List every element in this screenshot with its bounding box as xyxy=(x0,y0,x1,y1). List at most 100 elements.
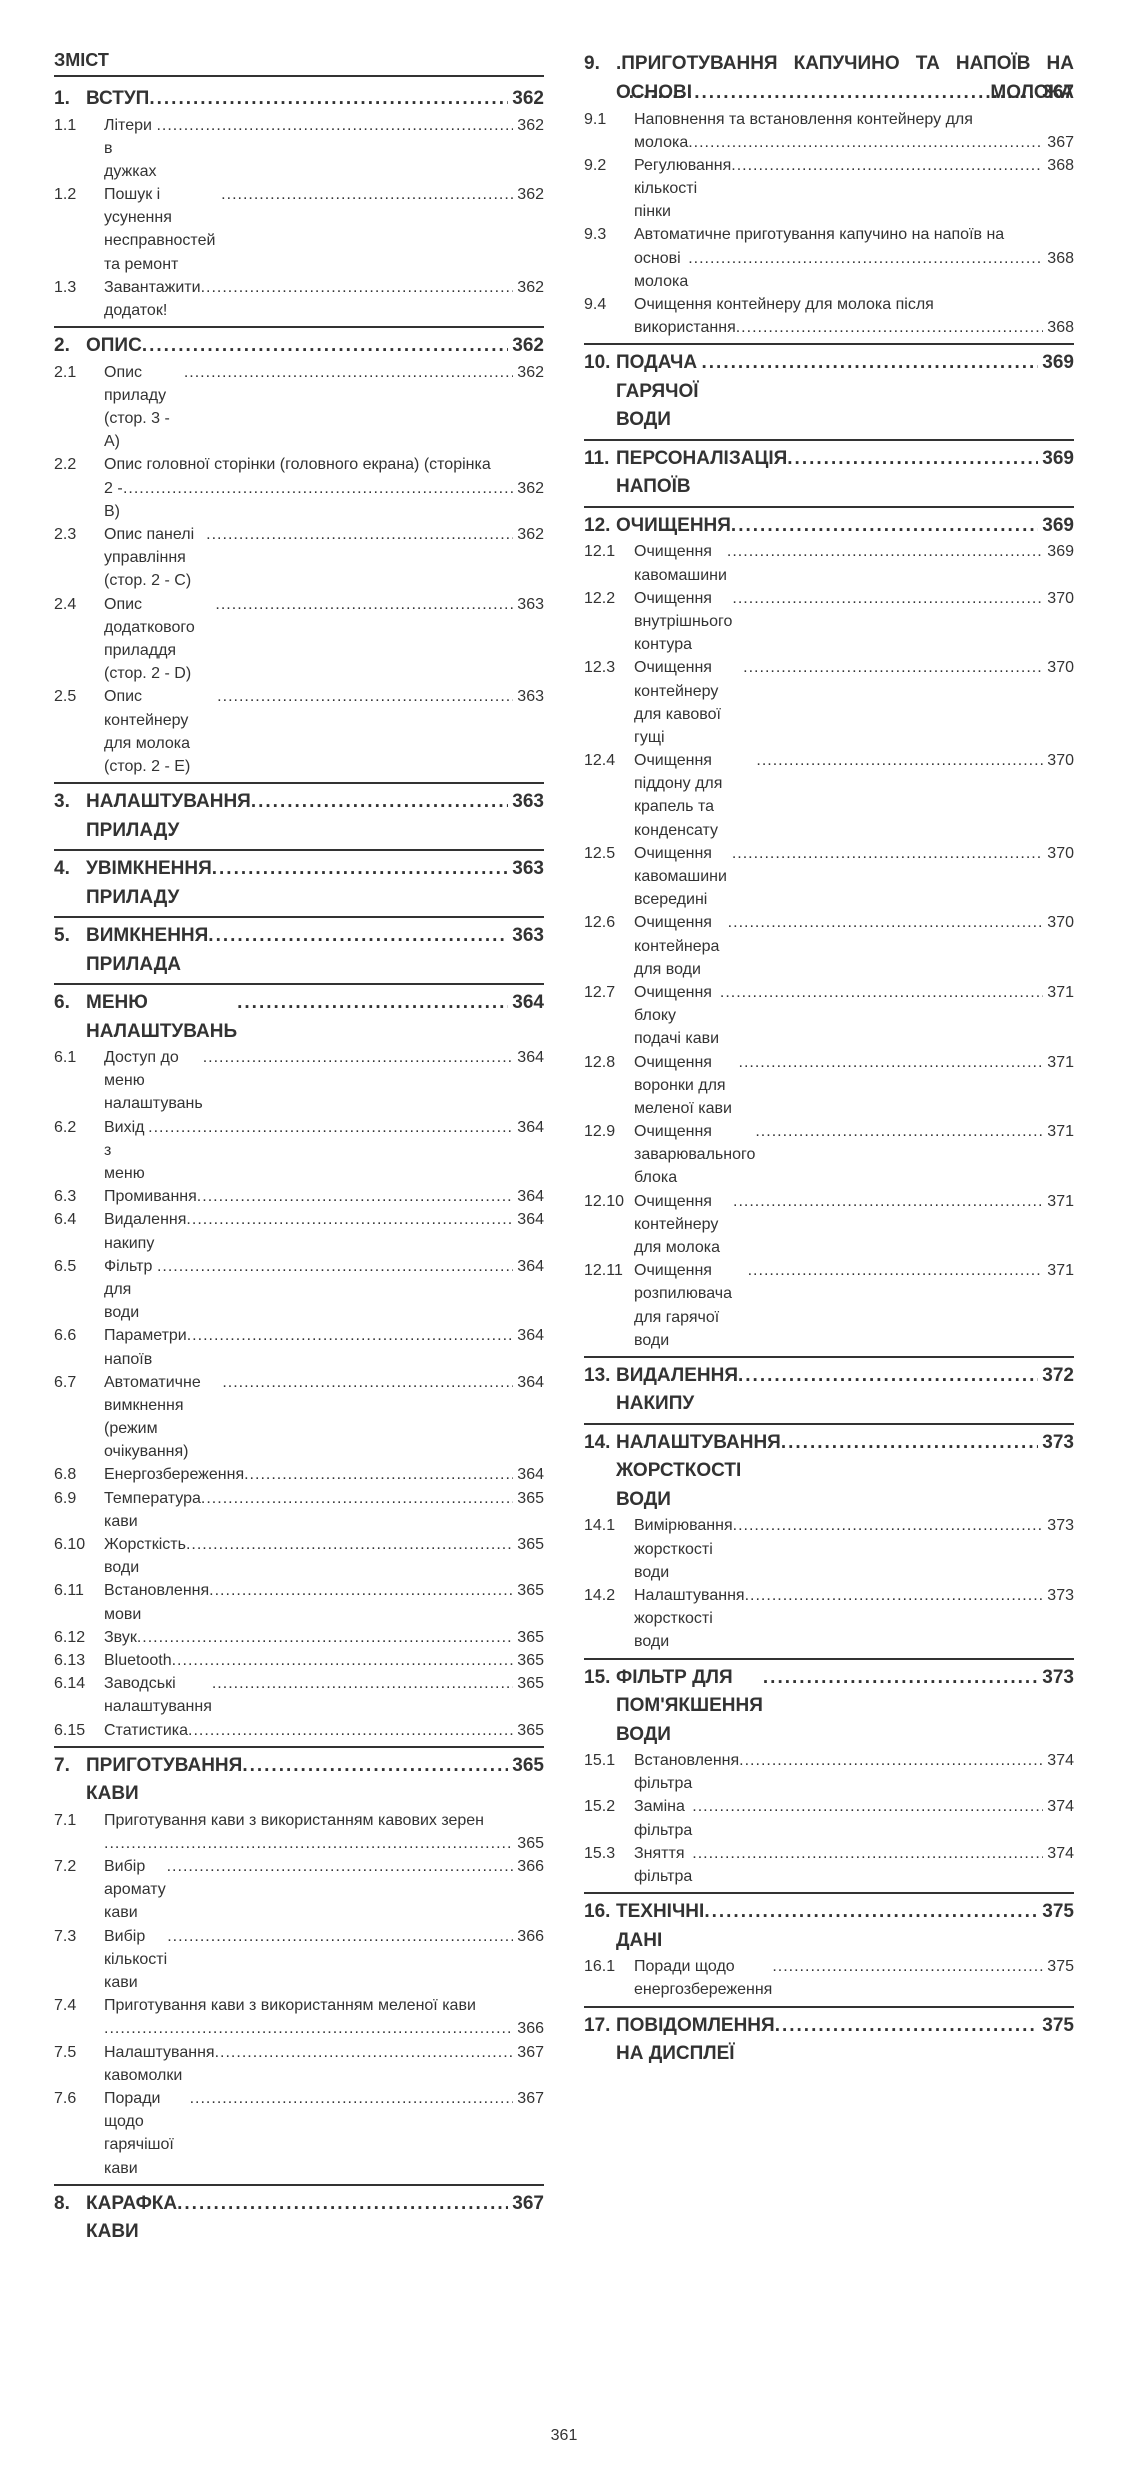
sub-page: 362 xyxy=(513,114,544,137)
sub-num: 12.3 xyxy=(584,656,634,679)
sub-row: 12.7Очищення блоку подачі кави371 xyxy=(584,981,1074,1051)
sub-page: 365 xyxy=(513,1719,544,1742)
sub-page: 364 xyxy=(513,1324,544,1347)
leader-dots xyxy=(739,1051,1044,1074)
section-title: ПЕРСОНАЛІЗАЦІЯ НАПОЇВ xyxy=(616,445,787,502)
sub-title: Очищення внутрішнього контура xyxy=(634,587,732,657)
sub-num: 14.2 xyxy=(584,1584,634,1607)
sub-row: 6.5Фільтр для води364 xyxy=(54,1255,544,1325)
leader-dots xyxy=(781,1429,1038,1458)
leader-dots xyxy=(209,1579,513,1602)
sub-title: Налаштування кавомолки xyxy=(104,2041,215,2087)
sub-title: Очищення контейнеру для кавової гущі xyxy=(634,656,743,749)
sub-num: 12.10 xyxy=(584,1190,634,1213)
sub-num: 15.3 xyxy=(584,1842,634,1865)
section-page: 369 xyxy=(1038,512,1074,541)
section-num: 17. xyxy=(584,2012,616,2041)
sub-row: 6.14Заводські налаштування365 xyxy=(54,1672,544,1718)
sub-num: 16.1 xyxy=(584,1955,634,1978)
sub-page: 366 xyxy=(513,1855,544,1878)
sub-row: 6.9Температура кави365 xyxy=(54,1487,544,1533)
sub-row: 7.5Налаштування кавомолки367 xyxy=(54,2041,544,2087)
section-title: УВІМКНЕННЯ ПРИЛАДУ xyxy=(86,855,212,912)
section-title: НАЛАШТУВАННЯ ЖОРСТКОСТІ ВОДИ xyxy=(616,1429,781,1515)
sub-num: 6.10 xyxy=(54,1533,104,1556)
section-num: 8. xyxy=(54,2190,86,2219)
sub-row: 2.5Опис контейнеру для молока (стор. 2 -… xyxy=(54,685,544,778)
section-num: 15. xyxy=(584,1664,616,1693)
sub-page: 371 xyxy=(1043,1051,1074,1074)
section-num: 5. xyxy=(54,922,86,951)
leader-dots xyxy=(212,1672,513,1695)
sub-title: Встановлення мови xyxy=(104,1579,209,1625)
sub-row: 6.4Видалення накипу364 xyxy=(54,1208,544,1254)
leader-dots xyxy=(203,1046,514,1069)
sub-title: Bluetooth xyxy=(104,1649,172,1672)
sub-title: Видалення накипу xyxy=(104,1208,186,1254)
leader-dots xyxy=(148,1116,513,1139)
sub-num: 2.4 xyxy=(54,593,104,616)
section-heading: 12. ОЧИЩЕННЯ 369 xyxy=(584,506,1074,541)
leader-dots xyxy=(222,1371,513,1394)
sub-page: 367 xyxy=(513,2041,544,2064)
section-page: 373 xyxy=(1038,1664,1074,1693)
sub-row-cont: 2 - B)362 xyxy=(54,477,544,523)
sub-num: 9.1 xyxy=(584,108,634,131)
sub-title: Поради щодо енергозбереження xyxy=(634,1955,772,2001)
section-page: 362 xyxy=(508,332,544,361)
sub-row: 16.1Поради щодо енергозбереження375 xyxy=(584,1955,1074,2001)
sub-page: 367 xyxy=(513,2087,544,2110)
right-column: 9. .ПРИГОТУВАННЯ КАПУЧИНО ТА НАПОЇВ НА О… xyxy=(584,50,1074,2247)
sub-row: 12.5Очищення кавомашини всередині370 xyxy=(584,842,1074,912)
sub-num: 6.2 xyxy=(54,1116,104,1139)
sub-page: 364 xyxy=(513,1371,544,1394)
sub-num: 2.3 xyxy=(54,523,104,546)
sub-title: Очищення блоку подачі кави xyxy=(634,981,720,1051)
sub-row: 14.1Вимірювання жорсткості води373 xyxy=(584,1514,1074,1584)
sub-page: 371 xyxy=(1043,981,1074,1004)
sub-num: 15.1 xyxy=(584,1749,634,1772)
sub-num: 6.7 xyxy=(54,1371,104,1394)
sub-row: 12.10Очищення контейнеру для молока371 xyxy=(584,1190,1074,1260)
section-heading: 3. НАЛАШТУВАННЯ ПРИЛАДУ 363 xyxy=(54,782,544,845)
section-title: ВИМКНЕННЯ ПРИЛАДА xyxy=(86,922,208,979)
sub-row: 1.2Пошук і усунення несправностей та рем… xyxy=(54,183,544,276)
sub-row: 15.3Зняття фільтра374 xyxy=(584,1842,1074,1888)
leader-dots xyxy=(732,842,1043,865)
section-page: 363 xyxy=(508,922,544,951)
section-num: 9. xyxy=(584,50,616,79)
section-num: 10. xyxy=(584,349,616,378)
sub-row: 12.11Очищення розпилювача для гарячої во… xyxy=(584,1259,1074,1352)
sub-page: 362 xyxy=(513,361,544,384)
leader-dots xyxy=(215,2041,514,2064)
section-title: ПОВІДОМЛЕННЯ НА ДИСПЛЕЇ xyxy=(616,2012,775,2069)
sub-page: 368 xyxy=(1043,316,1074,339)
sub-page: 371 xyxy=(1043,1259,1074,1282)
leader-dots xyxy=(188,1719,513,1742)
sub-title: Літери в дужках xyxy=(104,114,156,184)
sub-page: 365 xyxy=(513,1487,544,1510)
section-heading: 8. КАРАФКА КАВИ 367 xyxy=(54,2184,544,2247)
leader-dots xyxy=(688,131,1043,154)
leader-dots xyxy=(756,749,1043,772)
sub-row: 12.9Очищення заварювального блока371 xyxy=(584,1120,1074,1190)
sub-page: 366 xyxy=(513,1925,544,1948)
sub-row: 15.1Встановлення фільтра374 xyxy=(584,1749,1074,1795)
sub-num: 7.1 xyxy=(54,1809,104,1832)
toc-columns: ЗМІСТ 1. ВСТУП 362 1.1Літери в дужках362… xyxy=(54,50,1074,2247)
left-column: ЗМІСТ 1. ВСТУП 362 1.1Літери в дужках362… xyxy=(54,50,544,2247)
sub-row: 6.13Bluetooth365 xyxy=(54,1649,544,1672)
sub-title: Енергозбереження xyxy=(104,1463,244,1486)
sub-num: 7.2 xyxy=(54,1855,104,1878)
leader-dots xyxy=(104,2017,513,2040)
sub-page: 364 xyxy=(513,1046,544,1069)
sub-num: 1.2 xyxy=(54,183,104,206)
leader-dots xyxy=(149,85,508,114)
page-number: 361 xyxy=(54,2427,1074,2445)
sub-row: 9.1Наповнення та встановлення контейнеру… xyxy=(584,108,1074,131)
leader-dots xyxy=(743,656,1043,679)
sub-num: 6.4 xyxy=(54,1208,104,1231)
leader-dots xyxy=(728,911,1044,934)
section-heading: 11. ПЕРСОНАЛІЗАЦІЯ НАПОЇВ 369 xyxy=(584,439,1074,502)
sub-row: 1.3Завантажити додаток!362 xyxy=(54,276,544,322)
